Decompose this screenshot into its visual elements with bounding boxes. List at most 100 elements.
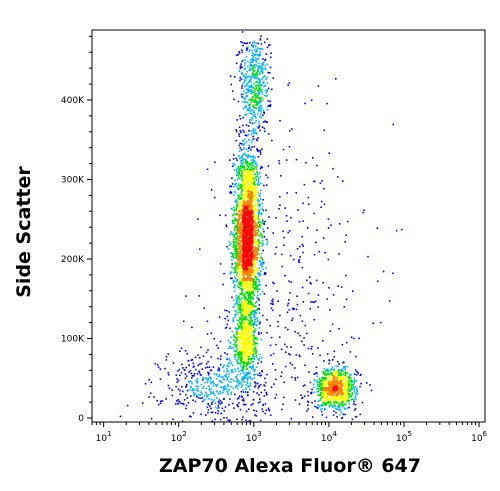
event-dot: [334, 370, 336, 373]
event-dot: [331, 379, 333, 381]
event-dot: [325, 396, 327, 399]
event-dot: [245, 267, 247, 269]
event-dot: [250, 291, 252, 294]
event-dot: [234, 358, 237, 360]
event-dot: [245, 124, 248, 126]
event-dot: [251, 357, 254, 360]
event-dot: [239, 362, 241, 365]
event-dot: [331, 396, 334, 398]
event-dot: [291, 319, 293, 322]
event-dot: [246, 101, 249, 104]
event-dot: [243, 201, 245, 203]
event-dot: [260, 67, 263, 69]
event-dot: [250, 116, 253, 119]
event-dot: [245, 388, 247, 390]
event-dot: [242, 182, 244, 184]
event-dot: [119, 415, 122, 418]
event-dot: [255, 366, 258, 368]
event-dot: [328, 373, 331, 376]
event-dot: [257, 191, 259, 194]
event-dot: [250, 177, 253, 179]
event-dot: [300, 394, 302, 396]
event-dot: [255, 229, 258, 232]
event-dot: [250, 334, 253, 336]
event-dot: [341, 401, 344, 403]
event-dot: [236, 237, 238, 239]
event-dot: [217, 375, 219, 378]
event-dot: [257, 249, 259, 251]
event-dot: [231, 263, 233, 265]
event-dot: [336, 416, 338, 418]
event-dot: [171, 394, 174, 397]
event-dot: [240, 303, 242, 306]
event-dot: [237, 227, 239, 229]
event-dot: [245, 181, 248, 184]
event-dot: [250, 84, 253, 86]
event-dot: [250, 305, 253, 308]
event-dot: [210, 356, 213, 358]
event-dot: [249, 269, 252, 271]
event-dot: [266, 241, 269, 243]
event-dot: [196, 382, 199, 384]
event-dot: [234, 252, 236, 255]
event-dot: [295, 354, 298, 356]
event-dot: [256, 278, 259, 281]
event-dot: [210, 381, 213, 384]
event-dot: [241, 343, 243, 346]
event-dot: [235, 207, 238, 210]
event-dot: [336, 394, 338, 397]
event-dot: [237, 232, 240, 234]
event-dot: [189, 369, 192, 372]
event-dot: [257, 269, 259, 272]
event-dot: [355, 373, 358, 376]
event-dot: [250, 258, 253, 260]
event-dot: [329, 379, 331, 381]
event-dot: [319, 395, 322, 397]
event-dot: [286, 304, 289, 307]
event-dot: [235, 225, 237, 228]
event-dot: [245, 84, 248, 87]
event-dot: [204, 367, 207, 369]
event-dot: [270, 307, 273, 309]
event-dot: [235, 261, 237, 264]
event-dot: [271, 299, 273, 302]
event-dot: [243, 309, 246, 311]
event-dot: [251, 168, 254, 171]
event-dot: [269, 414, 272, 416]
event-dot: [250, 324, 253, 326]
event-dot: [220, 380, 222, 383]
event-dot: [254, 194, 257, 197]
event-dot: [242, 348, 245, 351]
event-dot: [313, 318, 316, 321]
event-dot: [262, 82, 264, 84]
event-dot: [180, 402, 182, 405]
event-dot: [242, 164, 244, 167]
event-dot: [266, 63, 269, 66]
event-dot: [243, 255, 245, 258]
event-dot: [229, 398, 231, 400]
event-dot: [253, 77, 256, 79]
event-dot: [255, 138, 258, 141]
event-dot: [256, 244, 259, 247]
event-dot: [252, 56, 254, 59]
event-dot: [208, 389, 211, 391]
event-dot: [249, 331, 251, 334]
event-dot: [241, 228, 244, 231]
event-dot: [241, 318, 243, 320]
event-dot: [248, 291, 250, 293]
event-dot: [354, 407, 357, 410]
event-dot: [260, 65, 262, 68]
event-dot: [212, 385, 215, 387]
event-dot: [289, 292, 291, 294]
event-dot: [164, 367, 166, 370]
event-dot: [210, 189, 213, 191]
event-dot: [239, 167, 242, 170]
event-dot: [230, 185, 233, 188]
event-dot: [251, 210, 253, 213]
event-dot: [194, 392, 196, 395]
event-dot: [242, 280, 245, 283]
event-dot: [325, 368, 328, 371]
event-dot: [243, 246, 245, 248]
event-dot: [311, 388, 313, 391]
event-dot: [249, 276, 252, 278]
